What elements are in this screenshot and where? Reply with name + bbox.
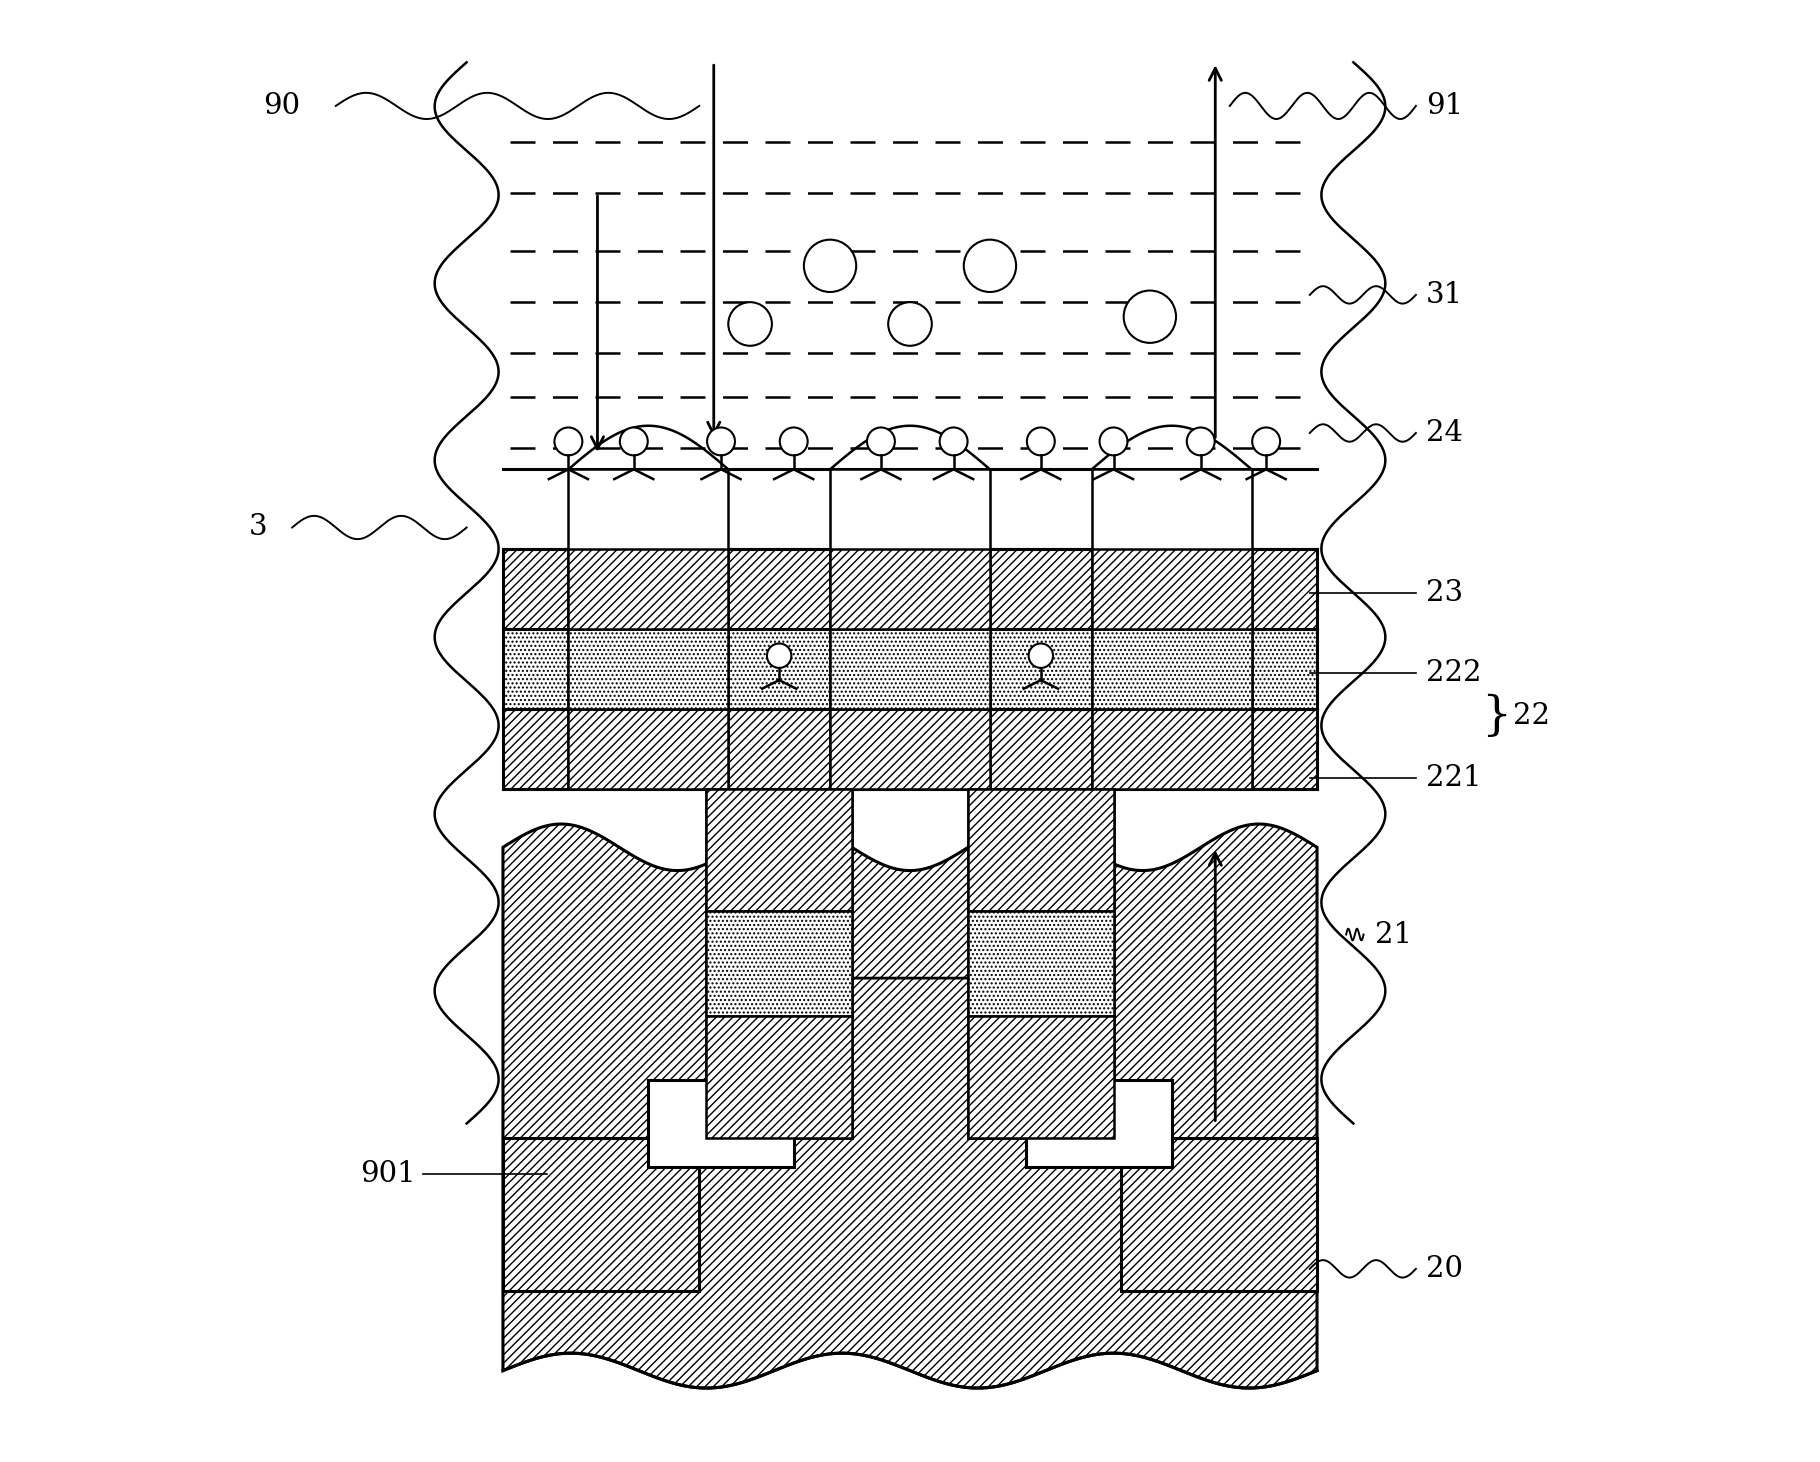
Circle shape (866, 427, 895, 455)
Text: 24: 24 (1427, 420, 1463, 447)
Circle shape (804, 240, 855, 292)
Text: 20: 20 (1427, 1254, 1463, 1282)
Circle shape (1252, 427, 1279, 455)
Bar (568, 709, 728, 789)
Circle shape (1099, 427, 1127, 455)
Bar (706, 789, 852, 1137)
Bar (830, 629, 990, 709)
Bar (1092, 550, 1252, 629)
Text: 21: 21 (1376, 921, 1412, 949)
Text: 901: 901 (360, 1161, 415, 1189)
Bar (968, 789, 1114, 1137)
Bar (968, 1016, 1114, 1137)
Circle shape (555, 427, 582, 455)
Text: }: } (1481, 694, 1511, 740)
Text: 3: 3 (249, 513, 268, 541)
Bar (502, 550, 1318, 629)
Circle shape (728, 303, 772, 346)
Bar (502, 1137, 699, 1291)
Bar (830, 550, 990, 629)
Circle shape (779, 427, 808, 455)
Bar (502, 709, 1318, 789)
Polygon shape (502, 825, 1318, 1387)
Bar (568, 629, 728, 709)
Circle shape (766, 643, 792, 668)
Bar (1026, 1080, 1172, 1167)
Text: 221: 221 (1427, 763, 1481, 791)
Circle shape (621, 427, 648, 455)
Bar (1092, 709, 1252, 789)
Bar (1092, 629, 1252, 709)
Bar (1092, 469, 1252, 789)
Bar (1121, 1137, 1318, 1291)
Bar (830, 709, 990, 789)
Text: 90: 90 (264, 92, 300, 120)
Circle shape (965, 240, 1016, 292)
Circle shape (706, 427, 735, 455)
Bar (706, 911, 852, 1016)
Circle shape (939, 427, 968, 455)
Circle shape (1187, 427, 1214, 455)
Bar (968, 911, 1114, 1016)
Bar (706, 789, 852, 911)
Bar (830, 469, 990, 789)
Text: 91: 91 (1427, 92, 1463, 120)
Text: 31: 31 (1427, 281, 1463, 308)
Bar (502, 629, 1318, 709)
Circle shape (1026, 427, 1056, 455)
Bar (706, 1016, 852, 1137)
Text: 23: 23 (1427, 579, 1463, 607)
Circle shape (1028, 643, 1054, 668)
Circle shape (888, 303, 932, 346)
Text: 222: 222 (1427, 659, 1481, 687)
Circle shape (1123, 291, 1176, 344)
Bar (648, 1080, 794, 1167)
Bar (968, 789, 1114, 911)
Bar (568, 550, 728, 629)
Text: 22: 22 (1512, 702, 1551, 731)
Bar (568, 469, 728, 789)
